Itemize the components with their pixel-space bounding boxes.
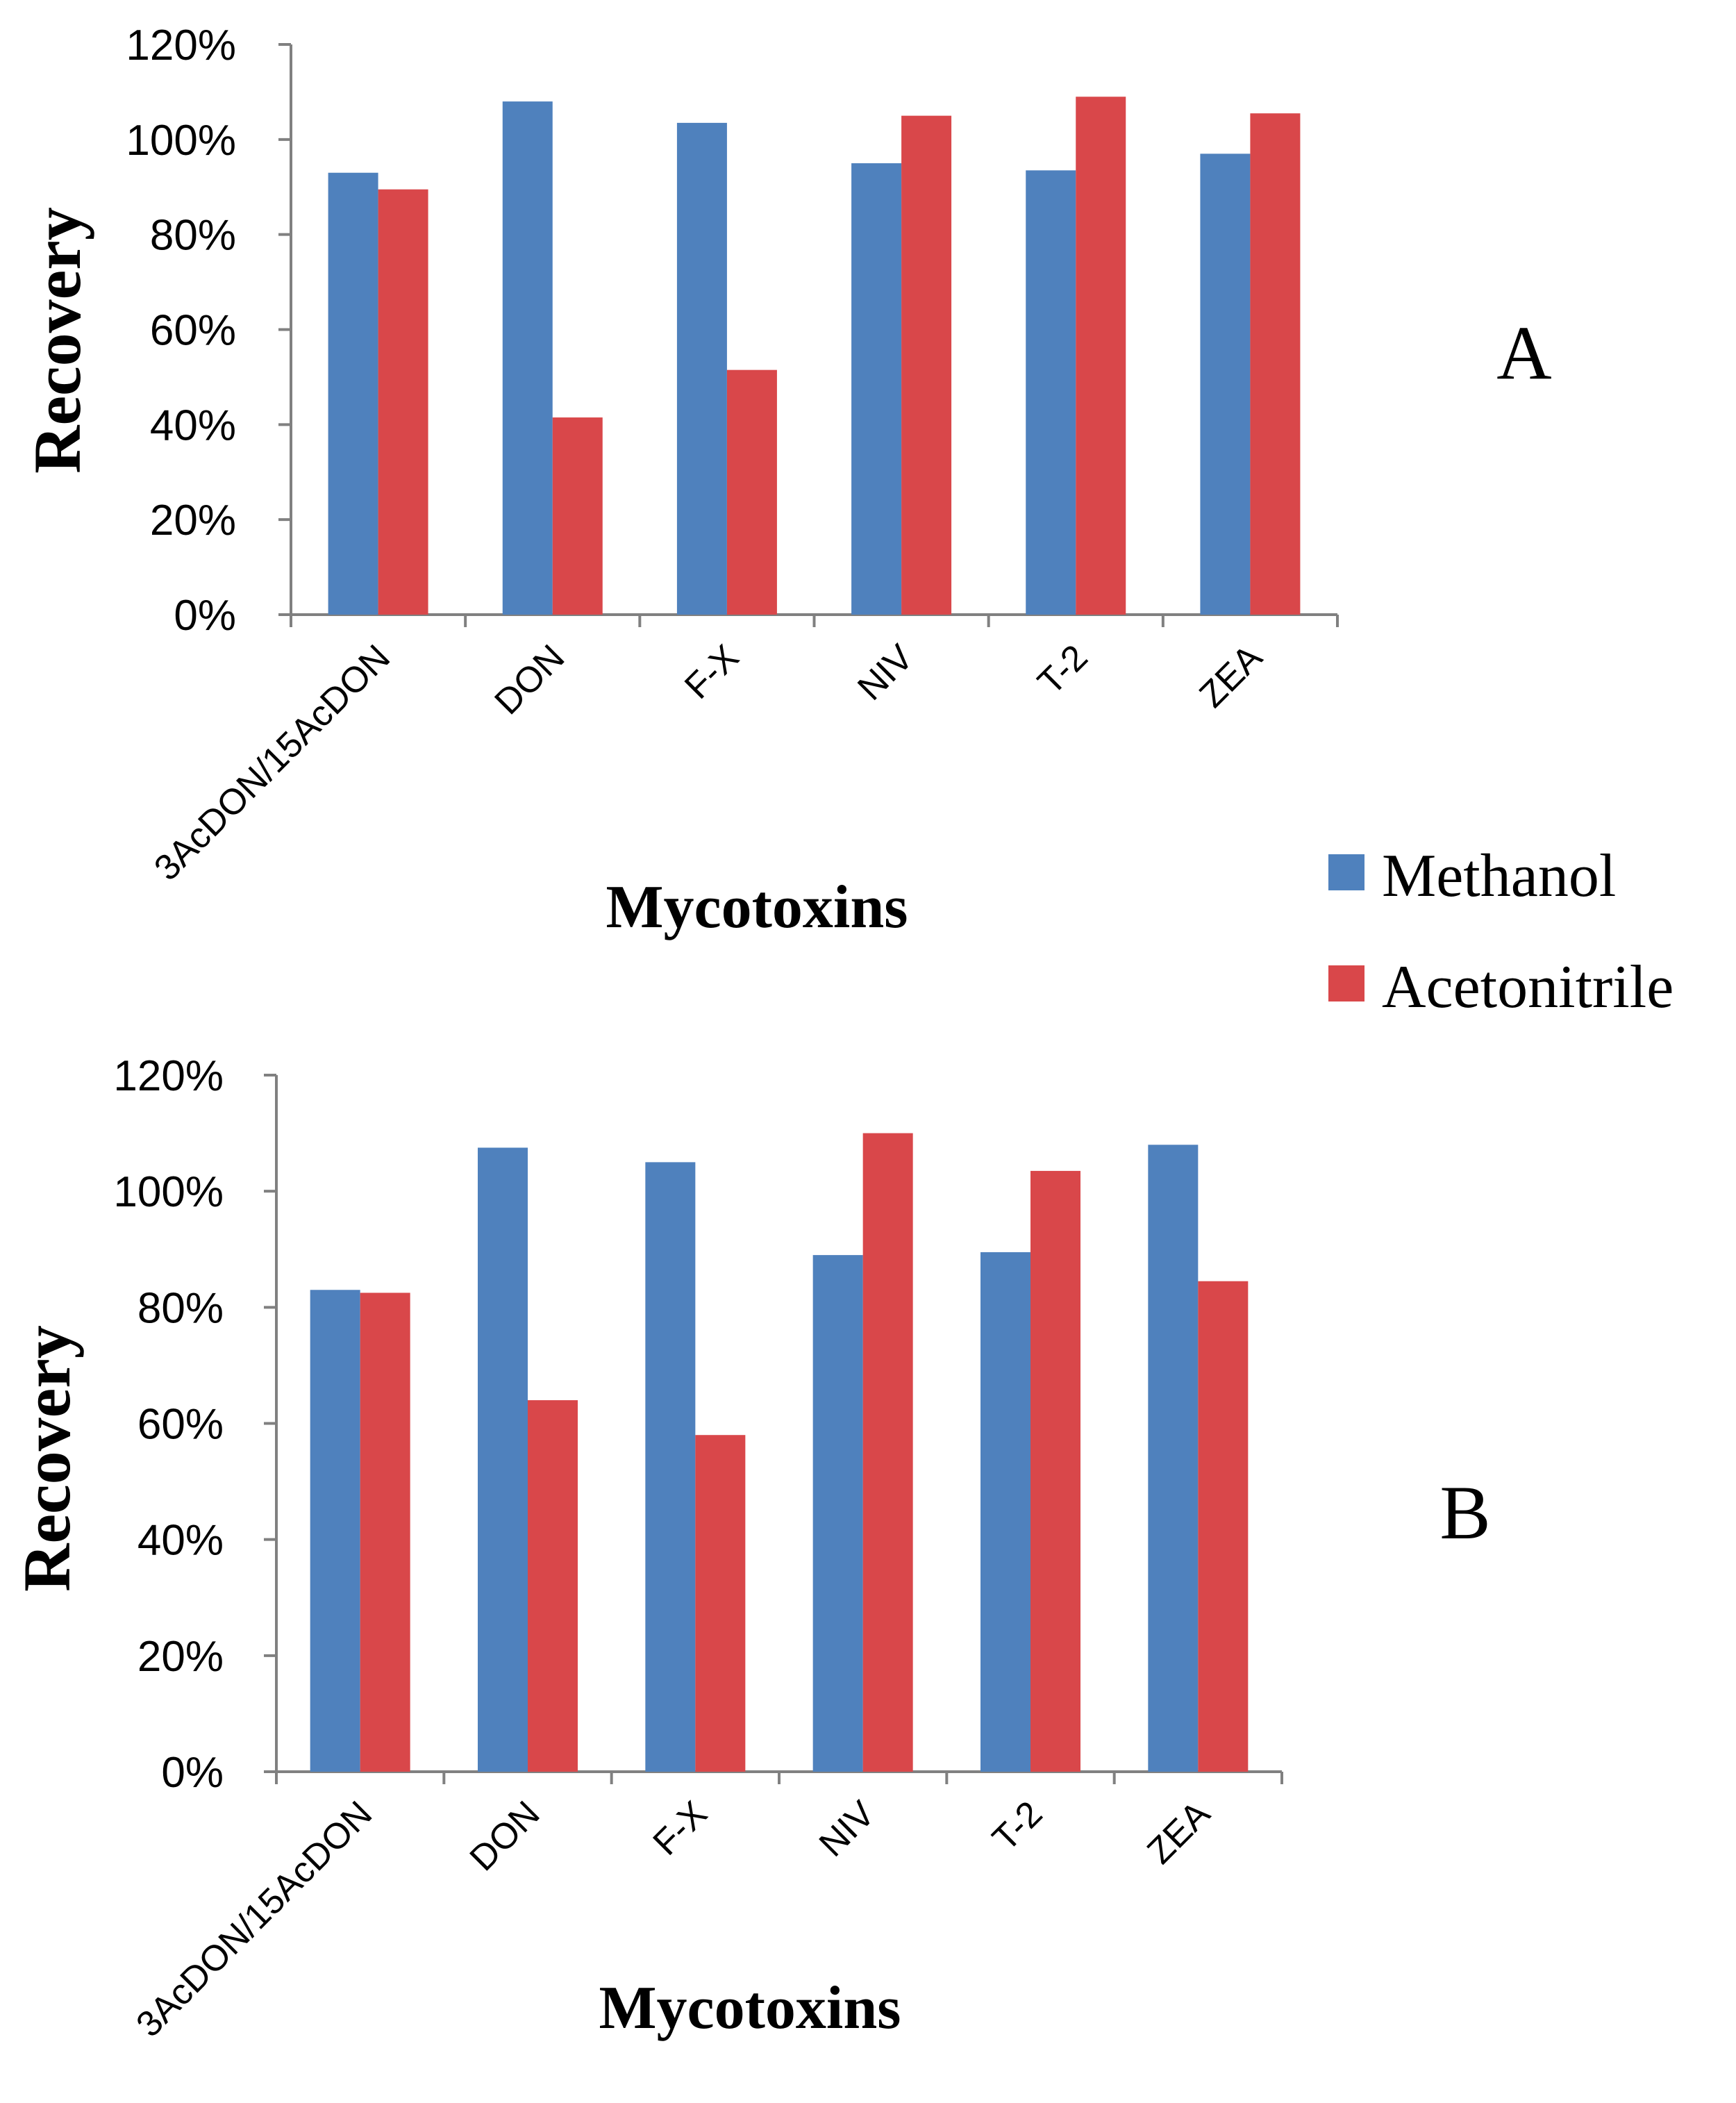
panel-label: A [1496,310,1551,395]
y-tick-label: 40% [137,1517,224,1565]
legend-label-methanol: Methanol [1382,842,1616,910]
y-tick-label: 20% [150,497,236,545]
x-category-label: T-2 [1030,637,1096,702]
x-category-label: ZEA [1192,637,1270,715]
y-tick-label: 100% [126,117,236,165]
y-axis-title: Recovery [10,1325,84,1592]
y-tick-label: 120% [113,1052,224,1100]
x-category-label: DON [487,637,573,722]
bar-methanol-f-x [676,122,727,615]
x-category-label: 3AcDON/15AcDON [147,637,398,888]
y-tick-label: 0% [161,1749,224,1797]
y-axis-title: Recovery [20,207,94,474]
bar-acetonitrile-3acdon-15acdon [360,1292,410,1772]
chart-panel-b: 0% 20% 40% 60% 80% 100% 120% 3AcDON/15AcDON DON F… [10,1052,1491,2045]
legend: Methanol Acetonitrile [1328,842,1674,1021]
bar-methanol-niv [812,1255,863,1772]
bar-acetonitrile-zea [1198,1281,1249,1772]
x-axis-title: Mycotoxins [606,874,908,941]
bar-acetonitrile-t-2 [1076,97,1126,615]
x-category-label: T-2 [985,1793,1050,1859]
x-category-label: NIV [850,637,921,708]
bar-acetonitrile-3acdon-15acdon [378,189,428,615]
x-axis-title: Mycotoxins [599,1975,901,2042]
bar-methanol-t-2 [980,1252,1030,1772]
bar-acetonitrile-f-x [695,1435,746,1772]
panel-label: B [1439,1470,1490,1555]
bar-acetonitrile-t-2 [1030,1170,1080,1772]
bar-acetonitrile-don [528,1400,578,1772]
y-tick-label: 80% [150,212,236,260]
bar-acetonitrile-niv [901,115,952,615]
chart-panel-a: 0% 20% 40% 60% 80% 100% 120% 3AcDON/15AcDON DON F… [20,22,1552,941]
bar-acetonitrile-niv [862,1133,913,1772]
bar-methanol-zea [1200,153,1251,615]
bar-acetonitrile-don [552,417,603,615]
y-tick-label: 100% [113,1168,224,1216]
bar-methanol-f-x [645,1162,696,1772]
bar-methanol-3acdon-15acdon [328,172,378,615]
bar-methanol-zea [1148,1145,1199,1772]
y-tick-label: 20% [137,1633,224,1681]
legend-swatch-acetonitrile [1328,965,1364,1001]
x-category-label: F-X [677,637,746,706]
bar-acetonitrile-f-x [726,369,777,615]
y-tick-label: 120% [126,22,236,69]
x-category-label: ZEA [1140,1793,1218,1872]
bar-methanol-t-2 [1026,170,1076,615]
y-tick-label: 80% [137,1284,224,1332]
y-tick-label: 40% [150,401,236,449]
legend-swatch-methanol [1328,854,1364,890]
bar-methanol-3acdon-15acdon [310,1290,360,1772]
bar-methanol-niv [851,163,902,615]
bar-methanol-don [478,1147,528,1772]
bar-methanol-don [502,101,553,615]
y-tick-label: 0% [174,592,236,640]
x-category-label: F-X [646,1793,715,1863]
y-tick-label: 60% [150,307,236,355]
y-tick-label: 60% [137,1401,224,1449]
x-category-label: DON [462,1793,548,1879]
x-category-label: 3AcDON/15AcDON [128,1793,380,2045]
legend-label-acetonitrile: Acetonitrile [1382,954,1674,1021]
bar-acetonitrile-zea [1250,113,1301,615]
x-category-label: NIV [812,1793,883,1865]
